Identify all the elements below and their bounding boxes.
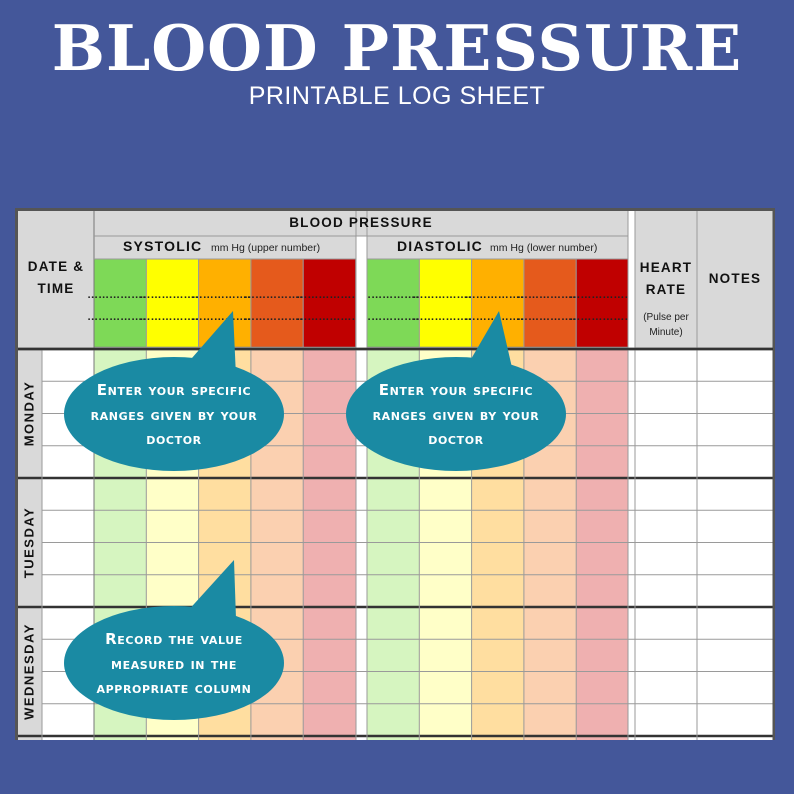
range-placeholder: ……………… — [412, 311, 478, 323]
callout-systolic-tail — [185, 311, 237, 398]
range-header-cell — [302, 258, 356, 348]
range-placeholder: ……………… — [192, 311, 258, 323]
systolic-unit: mm Hg (upper number) — [211, 242, 320, 254]
callout-diastolic-tail — [467, 311, 519, 398]
range-header-cell — [93, 258, 147, 348]
range-placeholder: ……………… — [87, 311, 153, 323]
range-placeholder: ……………… — [569, 311, 635, 323]
range-placeholder: ……………… — [517, 311, 583, 323]
notes-label: NOTES — [709, 271, 762, 286]
range-placeholder: ……………… — [517, 289, 583, 301]
range-placeholder: ……………… — [192, 289, 258, 301]
systolic-label: SYSTOLIC — [123, 238, 202, 254]
day-label-wednesday: WEDNESDAY — [21, 623, 36, 720]
range-placeholder: ……………… — [296, 311, 362, 323]
day-column — [18, 349, 42, 740]
callout-line: Enter your specific — [96, 381, 252, 399]
heart-rate-unit: Minute) — [649, 327, 682, 338]
range-header-cell — [146, 258, 199, 348]
callout-line: appropriate column — [96, 679, 252, 697]
date-time-label: TIME — [37, 281, 74, 296]
heart-rate-label: RATE — [646, 282, 687, 297]
log-sheet: …………………………………………………………………………………………………………… — [15, 208, 775, 740]
callout-record-text: Record the value measured in the appropr… — [69, 627, 279, 701]
group-gap — [356, 236, 367, 740]
page-subtitle: PRINTABLE LOG SHEET — [248, 82, 546, 110]
callout-record-tail — [185, 560, 237, 648]
range-placeholder: ……………… — [139, 289, 205, 301]
page-title: BLOOD PRESSURE — [51, 11, 743, 85]
range-placeholder: ……………… — [412, 289, 478, 301]
diastolic-label: DIASTOLIC — [397, 238, 483, 254]
range-placeholder: ……………… — [139, 311, 205, 323]
day-label-tuesday: TUESDAY — [21, 507, 36, 578]
callout-systolic-text: Enter your specific ranges given by your… — [69, 378, 279, 452]
callout-line: doctor — [146, 430, 202, 448]
callout-line: Enter your specific — [378, 381, 534, 399]
callout-line: measured in the — [111, 654, 237, 673]
blood-pressure-label: BLOOD PRESSURE — [289, 215, 433, 230]
date-time-label: DATE & — [28, 259, 84, 274]
range-placeholder: ……………… — [296, 289, 362, 301]
range-header-cell — [418, 258, 472, 348]
callout-line: doctor — [428, 430, 484, 448]
range-column-fill — [576, 349, 629, 740]
diastolic-unit: mm Hg (lower number) — [490, 242, 597, 254]
range-placeholder: ……………… — [360, 289, 426, 301]
range-placeholder: ……………… — [360, 311, 426, 323]
group-gap — [628, 211, 635, 740]
heart-rate-label: HEART — [640, 260, 693, 275]
table-border — [15, 208, 775, 740]
range-placeholder: ……………… — [569, 289, 635, 301]
range-placeholder: ……………… — [244, 289, 310, 301]
callout-diastolic-text: Enter your specific ranges given by your… — [351, 378, 561, 452]
callout-line: ranges given by your — [90, 405, 258, 424]
day-label-monday: MONDAY — [21, 381, 36, 447]
range-placeholder: ……………… — [87, 289, 153, 301]
range-placeholder: ……………… — [244, 311, 310, 323]
callout-line: Record the value — [105, 630, 243, 648]
heart-rate-unit: (Pulse per — [643, 312, 689, 323]
callout-line: ranges given by your — [372, 405, 540, 424]
range-header-cell — [366, 258, 420, 348]
range-header-cell — [575, 258, 629, 348]
log-table: …………………………………………………………………………………………………………… — [15, 208, 775, 740]
range-placeholder: ……………… — [465, 289, 531, 301]
range-header-cell — [250, 258, 304, 348]
range-header-cell — [523, 258, 577, 348]
